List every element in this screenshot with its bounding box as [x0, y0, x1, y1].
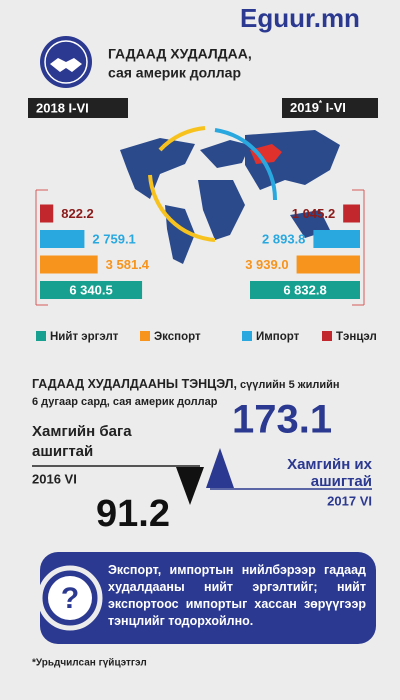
bars: 6 340.5 3 581.4 2 759.1 822.2 6 832.8 3 939.0… — [40, 204, 360, 299]
min-label: Хамгийн бага — [32, 423, 132, 440]
balance-title: ГАДААД ХУДАЛДААНЫ ТЭНЦЭЛ, сүүлийн 5 жили… — [32, 377, 339, 391]
bar — [250, 281, 360, 299]
legend: Нийт эргэлт Экспорт Импорт Тэнцэл — [36, 331, 377, 343]
period-year: 2019 — [290, 100, 319, 115]
value-label: 822.2 — [61, 206, 94, 221]
legend-swatch — [36, 331, 46, 341]
value-label: 3 581.4 — [106, 257, 150, 272]
header-subtitle: сая америк доллар — [108, 65, 241, 81]
bar — [313, 230, 360, 248]
legend-swatch — [242, 331, 252, 341]
cycle-arrow — [148, 174, 216, 242]
bar — [40, 230, 85, 248]
legend-label: Экспорт — [154, 331, 201, 343]
icon-ring — [44, 40, 88, 84]
value-label: 1 045.2 — [292, 206, 335, 221]
value-label: 3 939.0 — [245, 257, 288, 272]
legend-swatch — [322, 331, 332, 341]
question-mark: ? — [61, 582, 79, 615]
logo: Eguur.mn — [240, 3, 360, 33]
bar — [40, 281, 143, 299]
value-label: 2 759.1 — [92, 231, 135, 246]
header-title: ГАДААД ХУДАЛДАА, — [108, 46, 252, 62]
min-triangle — [176, 467, 204, 505]
bracket — [352, 189, 365, 306]
max-period: 2017 VI — [327, 493, 372, 508]
bracket — [35, 189, 48, 306]
footnote: *Урьдчилсан гүйцэтгэл — [32, 658, 147, 669]
min-value: 91.2 — [96, 493, 170, 535]
max-label: ашигтай — [311, 473, 372, 490]
legend-label: Импорт — [256, 331, 300, 343]
min-period: 2016 VI — [32, 471, 77, 486]
legend-swatch — [140, 331, 150, 341]
note-box — [40, 552, 376, 644]
balance-title-rest: сүүлийн 5 жилийн — [237, 379, 340, 391]
period-left: 2018 I-VI — [36, 100, 89, 115]
note-text: Экспорт, импортын нийлбэрээр гадаад худа… — [108, 563, 366, 628]
bar — [40, 255, 98, 274]
mongolia — [250, 144, 282, 164]
bar — [343, 204, 360, 223]
value-label: 6 340.5 — [69, 282, 112, 297]
legend-label: Нийт эргэлт — [50, 331, 119, 343]
bar — [40, 204, 54, 223]
value-label: 2 893.8 — [262, 231, 305, 246]
max-triangle — [206, 448, 234, 488]
max-value: 173.1 — [232, 398, 332, 442]
period-banner — [282, 98, 378, 118]
period-banner — [28, 98, 128, 118]
value-label: 6 832.8 — [283, 282, 326, 297]
handshake — [50, 58, 82, 72]
cycle-arrow — [214, 128, 278, 201]
bar — [296, 255, 360, 274]
period-rest: I-VI — [322, 100, 346, 115]
period-right: 2019* I-VI — [290, 99, 346, 115]
cycle-arrow — [158, 126, 206, 152]
legend-label: Тэнцэл — [336, 331, 377, 343]
period-mark: * — [319, 99, 323, 108]
min-label: ашигтай — [32, 443, 93, 460]
balance-title-line2: 6 дугаар сард, сая америк доллар — [32, 396, 218, 408]
question-inner — [48, 576, 92, 620]
balance-title-main: ГАДААД ХУДАЛДААНЫ ТЭНЦЭЛ, — [32, 377, 237, 391]
max-label: Хамгийн их — [287, 456, 373, 473]
